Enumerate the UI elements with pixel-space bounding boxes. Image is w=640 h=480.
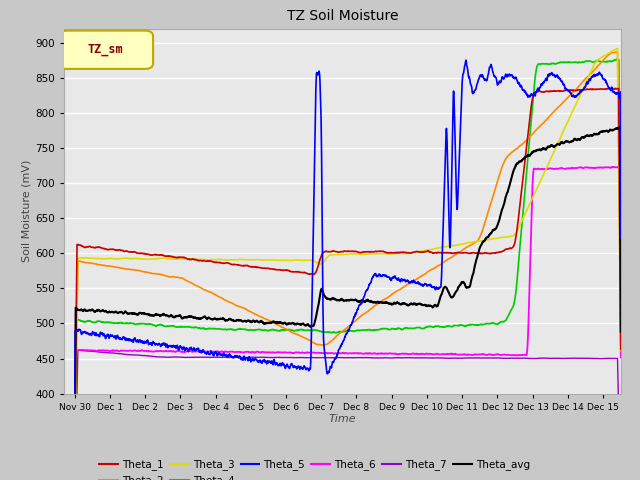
Theta_5 bbox=[617, 235, 625, 240]
Theta_avg bbox=[616, 124, 623, 130]
Y-axis label: Soil Moisture (mV): Soil Moisture (mV) bbox=[21, 160, 31, 263]
Theta_1 bbox=[617, 346, 625, 352]
Theta_avg bbox=[337, 297, 344, 303]
Theta_6 bbox=[601, 165, 609, 170]
Theta_6 bbox=[601, 165, 609, 170]
Theta_2 bbox=[614, 49, 621, 55]
Theta_1 bbox=[99, 245, 106, 251]
Theta_2 bbox=[617, 348, 625, 353]
Theta_3 bbox=[614, 46, 621, 51]
Theta_7 bbox=[74, 347, 82, 353]
Theta_5 bbox=[602, 78, 609, 84]
Theta_5 bbox=[322, 358, 330, 364]
Theta_1 bbox=[601, 86, 609, 92]
Theta_4 bbox=[601, 59, 609, 65]
Theta_5 bbox=[501, 74, 509, 80]
Theta_4 bbox=[322, 329, 330, 335]
Theta_5 bbox=[99, 330, 106, 336]
Theta_7 bbox=[601, 356, 609, 361]
Theta_2 bbox=[71, 456, 79, 462]
Theta_6 bbox=[322, 350, 330, 356]
Theta_7 bbox=[501, 355, 509, 361]
Theta_2 bbox=[337, 330, 344, 336]
Line: Theta_6: Theta_6 bbox=[75, 167, 621, 480]
Theta_1 bbox=[337, 249, 344, 255]
X-axis label: Time: Time bbox=[328, 414, 356, 424]
Theta_7 bbox=[602, 356, 609, 361]
Line: Theta_7: Theta_7 bbox=[75, 350, 621, 480]
Theta_avg bbox=[322, 295, 330, 300]
Theta_7 bbox=[99, 349, 106, 355]
Theta_3 bbox=[617, 346, 625, 351]
Line: Theta_4: Theta_4 bbox=[75, 60, 621, 480]
Theta_4 bbox=[337, 329, 344, 335]
Theta_1 bbox=[607, 85, 615, 91]
Theta_6 bbox=[501, 352, 509, 358]
Theta_5 bbox=[337, 345, 344, 350]
Theta_4 bbox=[617, 344, 625, 350]
Theta_1 bbox=[322, 248, 330, 254]
Theta_6 bbox=[99, 348, 106, 353]
Text: TZ_sm: TZ_sm bbox=[88, 44, 124, 57]
Theta_6 bbox=[615, 164, 623, 169]
Line: Theta_1: Theta_1 bbox=[75, 88, 621, 459]
Line: Theta_2: Theta_2 bbox=[75, 52, 621, 459]
Theta_2 bbox=[601, 56, 609, 61]
Theta_2 bbox=[601, 56, 609, 61]
Theta_2 bbox=[99, 263, 106, 268]
Theta_3 bbox=[322, 256, 330, 262]
Theta_avg bbox=[617, 329, 625, 335]
Theta_avg bbox=[501, 198, 509, 204]
Theta_3 bbox=[337, 252, 344, 257]
Theta_4 bbox=[601, 59, 609, 65]
Theta_3 bbox=[601, 53, 609, 59]
Theta_avg bbox=[601, 128, 609, 134]
Theta_1 bbox=[501, 247, 509, 253]
Legend: Theta_1, Theta_2, Theta_3, Theta_4, Theta_5, Theta_6, Theta_7, Theta_avg: Theta_1, Theta_2, Theta_3, Theta_4, Thet… bbox=[95, 455, 534, 480]
Theta_4 bbox=[501, 318, 509, 324]
Theta_1 bbox=[71, 456, 79, 462]
Theta_6 bbox=[617, 354, 625, 360]
Theta_3 bbox=[601, 52, 609, 58]
Theta_7 bbox=[337, 355, 344, 360]
FancyBboxPatch shape bbox=[58, 31, 153, 69]
Theta_5 bbox=[462, 57, 470, 63]
Theta_4 bbox=[613, 57, 621, 62]
Theta_2 bbox=[501, 158, 509, 164]
Theta_1 bbox=[601, 86, 609, 92]
Theta_avg bbox=[601, 128, 609, 134]
Theta_3 bbox=[501, 234, 509, 240]
Theta_5 bbox=[601, 76, 609, 82]
Theta_6 bbox=[337, 350, 344, 356]
Theta_4 bbox=[99, 319, 106, 325]
Line: Theta_avg: Theta_avg bbox=[75, 127, 621, 480]
Theta_3 bbox=[99, 256, 106, 262]
Line: Theta_3: Theta_3 bbox=[75, 48, 621, 458]
Line: Theta_5: Theta_5 bbox=[75, 60, 621, 480]
Theta_3 bbox=[71, 455, 79, 461]
Theta_avg bbox=[99, 307, 106, 313]
Title: TZ Soil Moisture: TZ Soil Moisture bbox=[287, 10, 398, 24]
Theta_2 bbox=[322, 342, 330, 348]
Theta_7 bbox=[322, 355, 330, 360]
